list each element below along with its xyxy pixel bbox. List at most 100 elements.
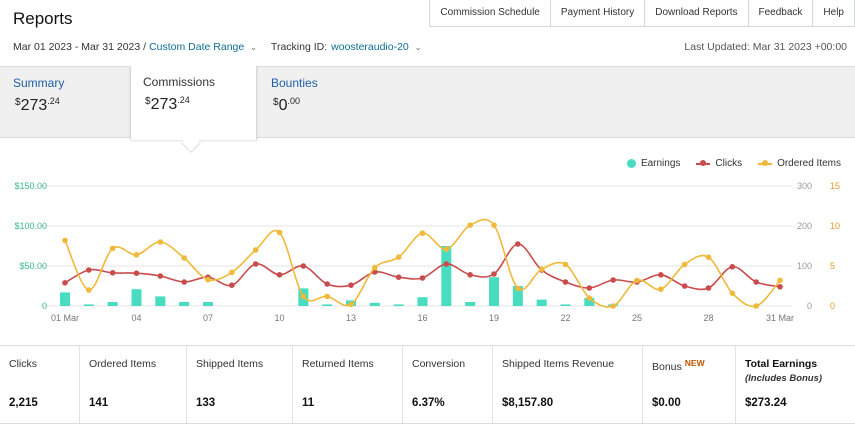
earnings-bar xyxy=(322,304,333,306)
earnings-bar xyxy=(60,292,70,306)
legend-swatch xyxy=(696,159,711,168)
ordered-items-point xyxy=(419,230,426,236)
tab-label: Summary xyxy=(13,76,65,90)
x-tick-label: 01 Mar xyxy=(51,313,79,323)
earnings-bar xyxy=(393,304,404,306)
commission-schedule-button[interactable]: Commission Schedule xyxy=(429,0,550,27)
ordered-items-point xyxy=(681,261,688,268)
earnings-bar xyxy=(83,304,94,306)
summary-tabs: Summary $273.24 Commissions $273.24 Boun… xyxy=(0,66,855,140)
download-reports-button[interactable]: Download Reports xyxy=(644,0,748,27)
date-range-dropdown[interactable]: Custom Date Range xyxy=(149,41,245,53)
tab-value: $0.00 xyxy=(273,96,300,114)
clicks-point xyxy=(109,270,116,276)
stats-bar: Clicks 2,215 Ordered Items 141 Shipped I… xyxy=(0,345,855,424)
y-tick-label-ordered-items: 0 xyxy=(830,301,835,311)
clicks-point xyxy=(515,241,521,247)
ordered-items-point xyxy=(372,264,378,271)
y-tick-label-clicks: 300 xyxy=(797,181,812,191)
stat-returned-items: Returned Items 11 xyxy=(293,346,403,423)
y-tick-label-clicks: 0 xyxy=(807,301,812,311)
ordered-items-point xyxy=(562,261,569,268)
ordered-items-point xyxy=(658,286,664,292)
clicks-point xyxy=(610,277,616,283)
ordered-items-point xyxy=(491,222,497,228)
y-tick-label-earnings: $150.00 xyxy=(14,181,47,191)
stat-total-earnings: Total Earnings (Includes Bonus) $273.24 xyxy=(736,346,855,423)
stat-label: Shipped Items Revenue xyxy=(502,358,615,370)
new-badge: NEW xyxy=(684,358,705,368)
clicks-point xyxy=(705,285,712,291)
earnings-bar xyxy=(107,302,118,306)
ordered-items-point xyxy=(109,245,116,252)
tracking-id-dropdown[interactable]: woosteraudio-20 xyxy=(331,41,409,53)
y-tick-label-earnings: $100.00 xyxy=(14,221,47,231)
help-button[interactable]: Help xyxy=(812,0,855,27)
payment-history-button[interactable]: Payment History xyxy=(549,0,645,27)
tab-commissions[interactable]: Commissions $273.24 xyxy=(130,66,257,140)
earnings-bar xyxy=(584,298,595,306)
legend-item-earnings[interactable]: Earnings xyxy=(626,158,680,169)
ordered-items-point xyxy=(586,295,593,301)
y-tick-label-earnings: 0 xyxy=(42,301,47,311)
clicks-point xyxy=(586,285,593,291)
stat-value: 11 xyxy=(302,397,315,409)
y-tick-label-earnings: $50.00 xyxy=(19,261,47,271)
ordered-items-point xyxy=(753,303,759,309)
stat-label: Total Earnings xyxy=(745,358,818,370)
stat-label: Returned Items xyxy=(302,358,374,370)
x-tick-label: 31 Mar xyxy=(766,313,794,323)
tab-summary[interactable]: Summary $273.24 xyxy=(0,67,130,139)
stat-shipped-items: Shipped Items 133 xyxy=(187,346,293,423)
legend-item-ordered-items[interactable]: Ordered Items xyxy=(758,158,841,169)
earnings-bar xyxy=(369,302,380,306)
stat-value: 6.37% xyxy=(412,397,445,409)
ordered-items-point xyxy=(443,246,450,252)
clicks-point xyxy=(395,274,402,280)
earnings-bar xyxy=(203,302,213,306)
stat-value: 133 xyxy=(196,397,216,409)
earnings-bar xyxy=(441,246,452,306)
legend-swatch xyxy=(758,159,773,168)
last-updated-text: Last Updated: Mar 31 2023 +00:00 xyxy=(684,41,847,53)
earnings-bar xyxy=(560,304,571,306)
chart-legend: Earnings Clicks Ordered Items xyxy=(626,158,841,169)
clicks-point xyxy=(777,284,783,290)
ordered-items-point xyxy=(276,229,283,236)
tab-label: Commissions xyxy=(143,75,216,89)
clicks-point xyxy=(348,282,354,288)
legend-item-clicks[interactable]: Clicks xyxy=(696,158,742,169)
ordered-items-point xyxy=(467,222,473,228)
y-tick-label-clicks: 100 xyxy=(797,261,812,271)
x-tick-label: 07 xyxy=(203,313,213,323)
x-tick-label: 04 xyxy=(131,313,141,323)
clicks-point xyxy=(562,279,569,285)
stat-ordered-items: Ordered Items 141 xyxy=(80,346,187,423)
ordered-items-point xyxy=(205,276,211,283)
ordered-items-point xyxy=(515,285,521,292)
page-title: Reports xyxy=(13,9,73,28)
ordered-items-point xyxy=(86,287,92,293)
stat-value: $8,157.80 xyxy=(502,397,554,409)
clicks-point xyxy=(157,273,164,279)
x-tick-label: 10 xyxy=(274,313,284,323)
ordered-items-point xyxy=(62,237,68,244)
clicks-point xyxy=(300,263,307,269)
stat-label: Conversion xyxy=(412,358,466,370)
chevron-down-icon[interactable]: ⌄ xyxy=(414,42,422,52)
tab-label: Bounties xyxy=(271,76,318,90)
stat-value: $273.24 xyxy=(745,397,787,409)
stat-sublabel: (Includes Bonus) xyxy=(745,373,823,384)
ordered-items-point xyxy=(133,252,140,258)
date-range-text: Mar 01 2023 - Mar 31 2023 / xyxy=(13,41,147,53)
stat-clicks: Clicks 2,215 xyxy=(0,346,80,423)
earnings-bar xyxy=(131,289,142,306)
clicks-point xyxy=(729,264,736,270)
earnings-bar xyxy=(465,302,476,306)
feedback-button[interactable]: Feedback xyxy=(747,0,813,27)
earnings-bar xyxy=(417,297,428,306)
chevron-down-icon[interactable]: ⌄ xyxy=(250,42,257,52)
x-tick-label: 25 xyxy=(632,313,642,323)
tab-bounties[interactable]: Bounties $0.00 xyxy=(257,67,377,139)
clicks-point xyxy=(276,272,283,278)
